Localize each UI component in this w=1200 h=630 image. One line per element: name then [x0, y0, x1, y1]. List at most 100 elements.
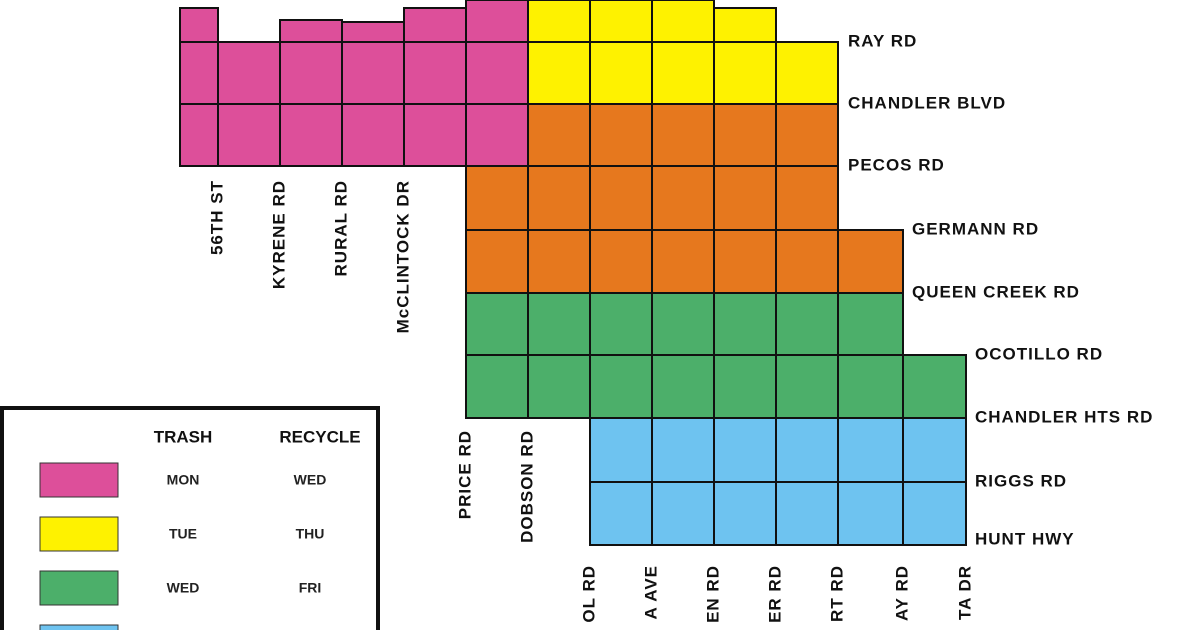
zone-cell: [837, 354, 904, 419]
zone-cell: [775, 165, 839, 231]
zone-cell: [837, 292, 904, 356]
zone-cell: [179, 7, 219, 43]
zone-cell: [179, 103, 219, 167]
zone-cell: [341, 103, 405, 167]
zone-cell: [775, 292, 839, 356]
road-label: TA DR: [955, 565, 974, 620]
zone-cell: [651, 354, 715, 419]
zone-cell: [465, 41, 529, 105]
legend-recycle-day: WED: [294, 472, 327, 488]
zone-cell: [713, 354, 777, 419]
zone-cell: [179, 41, 219, 105]
legend-swatch: [39, 570, 119, 606]
road-label: 56TH ST: [207, 180, 226, 255]
zone-cell: [713, 103, 777, 167]
zone-cell: [527, 354, 591, 419]
zone-cell: [775, 417, 839, 483]
zone-cell: [403, 103, 467, 167]
road-label: CHANDLER BLVD: [848, 93, 1006, 112]
zone-cell: [589, 0, 653, 43]
road-label: OL RD: [579, 565, 598, 623]
zone-cell: [589, 417, 653, 483]
zone-cell: [589, 103, 653, 167]
road-label: PRICE RD: [455, 430, 474, 519]
legend-header: TRASH: [154, 427, 213, 446]
road-label: OCOTILLO RD: [975, 344, 1103, 363]
zone-cell: [589, 354, 653, 419]
zone-cell: [403, 7, 467, 43]
zone-cell: [902, 481, 967, 546]
road-label: CHANDLER HTS RD: [975, 407, 1153, 426]
zone-cell: [589, 165, 653, 231]
zone-cell: [713, 292, 777, 356]
zone-cell: [527, 41, 591, 105]
road-label: ER RD: [765, 565, 784, 623]
road-label: McCLINTOCK DR: [393, 180, 412, 333]
zone-cell: [902, 417, 967, 483]
zone-cell: [527, 229, 591, 294]
zone-cell: [341, 21, 405, 43]
zone-cell: [589, 481, 653, 546]
zone-cell: [465, 103, 529, 167]
legend-recycle-day: FRI: [299, 580, 322, 596]
road-label: RURAL RD: [331, 180, 350, 276]
zone-cell: [341, 41, 405, 105]
road-label: PECOS RD: [848, 155, 945, 174]
zone-cell: [527, 292, 591, 356]
legend-swatch: [39, 516, 119, 552]
zone-cell: [279, 103, 343, 167]
zone-cell: [837, 229, 904, 294]
legend-swatch: [39, 462, 119, 498]
zone-cell: [651, 0, 715, 43]
zone-cell: [713, 41, 777, 105]
legend-trash-day: TUE: [169, 526, 197, 542]
zone-cell: [465, 165, 529, 231]
zone-cell: [713, 165, 777, 231]
zone-cell: [651, 292, 715, 356]
zone-cell: [403, 41, 467, 105]
zone-cell: [465, 229, 529, 294]
road-label: HUNT HWY: [975, 529, 1075, 548]
zone-cell: [902, 354, 967, 419]
legend-header: RECYCLE: [279, 427, 360, 446]
road-label: EN RD: [703, 565, 722, 623]
zone-cell: [279, 41, 343, 105]
road-label: DOBSON RD: [517, 430, 536, 543]
zone-cell: [651, 103, 715, 167]
zone-cell: [775, 103, 839, 167]
zone-cell: [713, 417, 777, 483]
zone-cell: [775, 481, 839, 546]
zone-cell: [589, 41, 653, 105]
zone-cell: [775, 354, 839, 419]
zone-cell: [465, 292, 529, 356]
zone-cell: [217, 41, 281, 105]
legend-swatch: [39, 624, 119, 630]
zone-cell: [713, 481, 777, 546]
zone-cell: [527, 103, 591, 167]
road-label: RIGGS RD: [975, 471, 1067, 490]
legend-recycle-day: THU: [296, 526, 325, 542]
road-label: A AVE: [641, 565, 660, 619]
zone-cell: [837, 481, 904, 546]
zone-cell: [217, 103, 281, 167]
road-label: QUEEN CREEK RD: [912, 282, 1080, 301]
zone-cell: [465, 354, 529, 419]
road-label: RAY RD: [848, 31, 917, 50]
legend-trash-day: MON: [167, 472, 200, 488]
zone-cell: [589, 229, 653, 294]
zone-cell: [775, 229, 839, 294]
road-label: KYRENE RD: [269, 180, 288, 289]
zone-cell: [713, 229, 777, 294]
zone-cell: [651, 41, 715, 105]
zone-cell: [837, 417, 904, 483]
zone-cell: [651, 229, 715, 294]
zone-cell: [465, 0, 529, 43]
zone-cell: [527, 0, 591, 43]
road-label: AY RD: [892, 565, 911, 621]
zone-cell: [651, 481, 715, 546]
road-label: RT RD: [827, 565, 846, 622]
zone-cell: [527, 165, 591, 231]
zone-cell: [775, 41, 839, 105]
